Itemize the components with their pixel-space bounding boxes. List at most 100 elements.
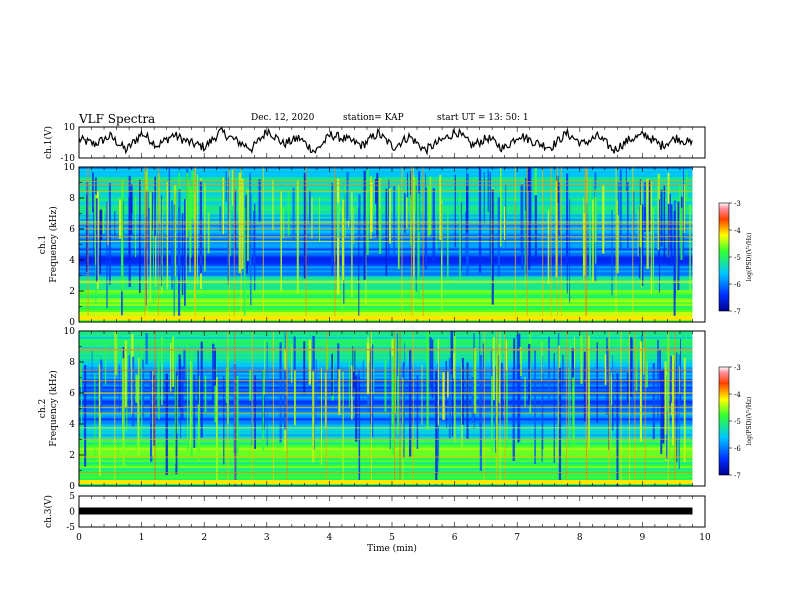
ch2-spectrum-streak xyxy=(437,339,439,426)
xtick-label: 4 xyxy=(327,533,333,543)
ch2-ytick-label: 10 xyxy=(64,327,76,337)
ch1-spectrum-streak xyxy=(378,178,381,232)
ch1-spectrum-streak xyxy=(246,188,249,261)
ch2-spectrum-streak xyxy=(141,338,143,443)
ch2-spectrum-streak xyxy=(588,335,590,448)
ch2-spectrum-streak xyxy=(664,361,667,435)
ch1-tone-line xyxy=(79,184,693,186)
ch1-sferic-line xyxy=(144,167,146,322)
ch2-spectrum-streak xyxy=(94,373,96,477)
ch2-spectrum-streak xyxy=(279,345,281,381)
ch1-spectrum-streak xyxy=(611,209,613,296)
ch2-spectrum-band xyxy=(79,444,693,447)
ch2-spectrum-band xyxy=(79,428,693,431)
ch1-spectrum-streak xyxy=(337,202,339,238)
ch1-spectrum-streak xyxy=(497,197,500,277)
ch2-spectrum-streak xyxy=(662,369,665,444)
ch1-spectrum-streak xyxy=(389,188,391,244)
ch2-spectrum-band xyxy=(79,448,693,451)
ch1-spectrum-streak xyxy=(145,190,147,306)
ch2-spectrum-streak xyxy=(666,336,668,411)
ch2-spectrum-streak xyxy=(482,343,484,406)
ch1-sferic-line xyxy=(585,167,587,322)
ch2-spectrum-streak xyxy=(402,377,404,482)
ch1-spectrum-streak xyxy=(617,182,620,216)
ch1-spectrum-streak xyxy=(219,206,222,232)
ch2-spectrum-band xyxy=(79,337,693,340)
ch1-spectrum-streak xyxy=(234,190,237,249)
ch2-spectrum-streak xyxy=(451,331,454,437)
ch1-spectrum-band xyxy=(79,184,693,188)
ch1-spectrum-streak xyxy=(592,199,594,282)
ch2-spectrum-streak xyxy=(528,343,531,405)
ch2-sferic-line xyxy=(496,331,498,486)
ch2-spectrum-streak xyxy=(204,375,207,413)
ch2-sferic-line xyxy=(674,331,676,486)
ch2-spectrum-streak xyxy=(170,343,172,392)
ch1-spectrum-streak xyxy=(524,178,527,275)
ch1-colorbar-tick-label: -3 xyxy=(734,200,741,208)
ch1-spectrum-streak xyxy=(231,169,234,206)
ch1-spectrum-streak xyxy=(358,194,361,239)
ch1-spectrum-streak xyxy=(429,176,432,235)
ch1-spectrum-streak xyxy=(414,177,417,212)
ch2-tone-line xyxy=(79,412,693,414)
start-time-label: start UT = 13: 50: 1 xyxy=(437,113,529,123)
ch2-spectrum-streak xyxy=(429,337,432,388)
ch2-spectrum-streak xyxy=(541,342,543,382)
ch1-spectrum-streak xyxy=(238,172,241,274)
ch1-spectrum-streak xyxy=(119,199,122,239)
ch1-spectrum-streak xyxy=(188,180,190,231)
ch2-spectrum-band xyxy=(79,331,693,334)
ch2-spectrum-streak xyxy=(583,351,587,422)
ch2-spectrum-streak xyxy=(135,374,138,403)
ch1-spectrum-streak xyxy=(660,189,663,247)
ch2-spectrum-streak xyxy=(118,364,120,413)
ch1-spectrum-streak xyxy=(152,192,154,231)
ch1-spectrum-streak xyxy=(287,192,290,236)
ch2-colorbar xyxy=(718,366,730,476)
ch1-spectrum-streak xyxy=(388,179,390,260)
ch2-spectrum-streak xyxy=(152,371,154,456)
ch1-spectrum-streak xyxy=(679,185,681,236)
ch2-sferic-line xyxy=(644,331,646,486)
ch2-spectrum-streak xyxy=(100,359,103,413)
ch1-ylabel-channel: ch.1 xyxy=(38,235,48,254)
ch1-spectrum-streak xyxy=(184,199,186,306)
ch1-spectrum-band xyxy=(79,302,693,305)
ch1-ytick-label: 0 xyxy=(69,318,75,328)
ch1-spectrum-streak xyxy=(404,193,406,233)
ch1-spectrum-band xyxy=(79,186,693,190)
ch2-spectrum-streak xyxy=(616,373,619,486)
ch1-spectrum-streak xyxy=(589,177,592,284)
ch2-spectrum-band xyxy=(79,342,693,346)
ch1-ytick-label: 6 xyxy=(69,225,75,235)
ch2-spectrum-streak xyxy=(80,361,82,388)
ch2-spectrum-streak xyxy=(495,366,496,453)
ch1-tone-line xyxy=(79,282,693,284)
ch1-spectrum-streak xyxy=(478,169,482,273)
ch1-spectrum-streak xyxy=(454,174,456,248)
ch2-spectrum-band xyxy=(79,462,693,465)
ch2-spectrum-streak xyxy=(197,375,200,461)
ch1-spectrum-band xyxy=(79,312,693,315)
ch2-spectrum-band xyxy=(79,352,693,356)
ch2-spectrum-streak xyxy=(137,376,139,454)
ch2-spectrum-band xyxy=(79,436,693,439)
ch1-spectrum-streak xyxy=(135,196,137,258)
ch1-spectrum-streak xyxy=(393,186,396,257)
ch1-lowfreq-band xyxy=(79,316,693,320)
ch2-spectrum-streak xyxy=(325,341,329,370)
ch2-spectrum-streak xyxy=(312,371,315,463)
ch2-spectrum-streak xyxy=(574,336,575,369)
ch1-spectrum-band xyxy=(79,171,693,174)
ch2-spectrum-streak xyxy=(197,350,199,405)
ch2-colorbar-tick-label: -6 xyxy=(734,445,741,453)
ch1-spectrum-streak xyxy=(351,192,353,297)
ch1-spectrum-streak xyxy=(154,176,156,236)
ch3-ylabel: ch.3(V) xyxy=(43,495,54,528)
ch1-colorbar-tick-label: -7 xyxy=(734,308,741,316)
ch1-sferic-line xyxy=(557,167,558,322)
ch1-ytick-label: 2 xyxy=(69,287,75,297)
